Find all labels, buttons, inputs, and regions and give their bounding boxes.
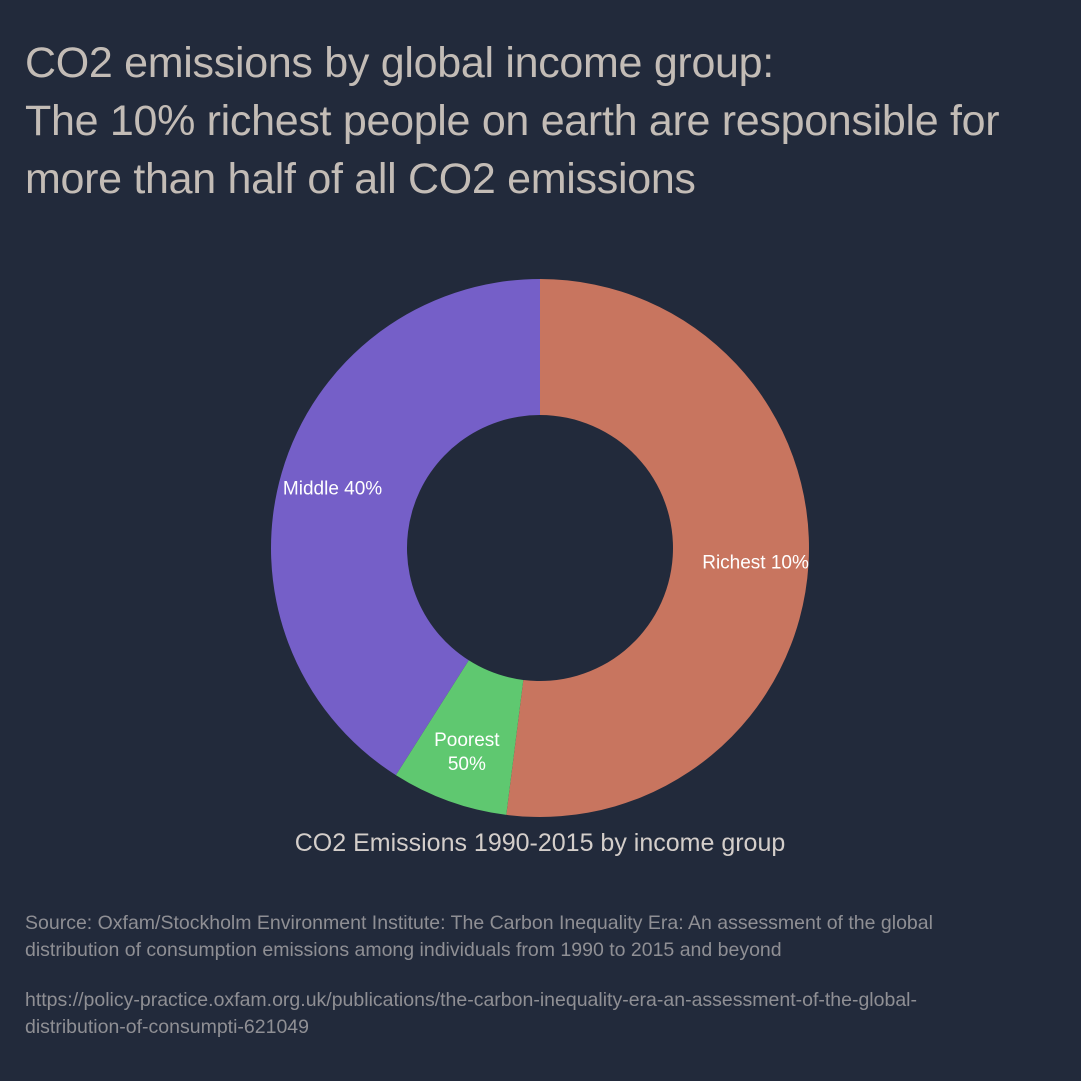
donut-slices xyxy=(270,279,810,818)
source-url-line-1: https://policy-practice.oxfam.org.uk/pub… xyxy=(25,989,918,1011)
donut-labels: Richest 10% Poorest 50% Middle 40% xyxy=(283,479,809,775)
slice-label-poorest-50: Poorest 50% xyxy=(434,730,500,775)
source-note: Source: Oxfam/Stockholm Environment Inst… xyxy=(25,910,1065,1041)
slice-label-middle-40: Middle 40% xyxy=(283,479,382,500)
slice-poorest-50 xyxy=(395,660,524,815)
slice-label-line: Poorest xyxy=(434,730,500,751)
slice-label-line: Richest 10% xyxy=(702,553,809,574)
source-line-1: Source: Oxfam/Stockholm Environment Inst… xyxy=(25,912,933,934)
slice-label-line: Middle 40% xyxy=(283,479,382,500)
chart-caption: CO2 Emissions 1990-2015 by income group xyxy=(295,829,786,857)
title-line-2: The 10% richest people on earth are resp… xyxy=(25,97,1000,145)
title-line-3: more than half of all CO2 emissions xyxy=(25,155,696,203)
title-line-1: CO2 emissions by global income group: xyxy=(25,39,774,87)
chart-title: CO2 emissions by global income group: Th… xyxy=(25,34,1065,208)
source-line-2: distribution of consumption emissions am… xyxy=(25,939,782,961)
slice-label-line: 50% xyxy=(448,754,486,775)
source-url-line-2: distribution-of-consumpti-621049 xyxy=(25,1016,309,1038)
slice-label-richest-10: Richest 10% xyxy=(702,553,809,574)
slice-richest-10 xyxy=(506,279,810,818)
slice-middle-40 xyxy=(270,279,540,776)
source-url: https://policy-practice.oxfam.org.uk/pub… xyxy=(25,987,1065,1041)
